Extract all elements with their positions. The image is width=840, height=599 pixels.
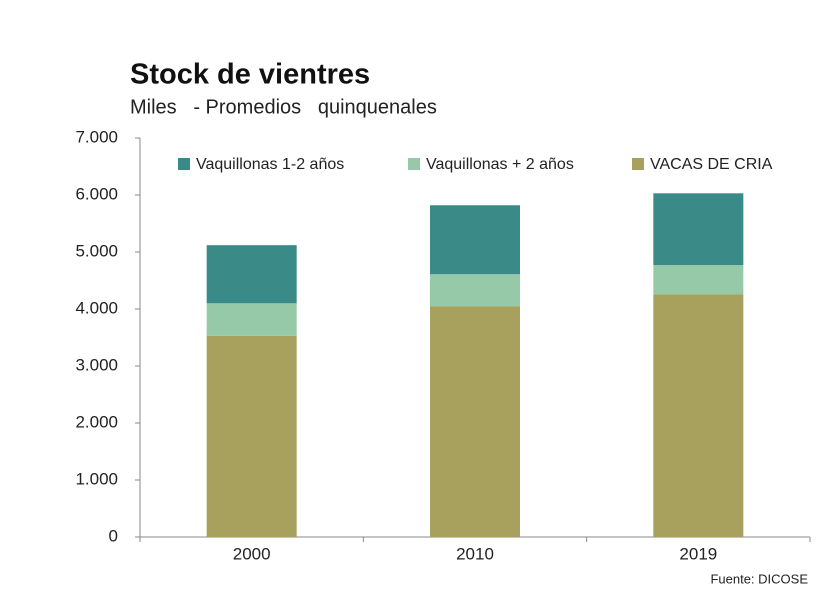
y-tick-label: 4.000: [75, 298, 118, 317]
y-tick-label: 2.000: [75, 412, 118, 431]
bar-segment: [430, 306, 520, 537]
legend-swatch: [408, 158, 420, 170]
y-tick-label: 3.000: [75, 355, 118, 374]
y-tick-label: 6.000: [75, 184, 118, 203]
y-tick-label: 5.000: [75, 241, 118, 260]
bar-segment: [653, 193, 744, 266]
bar-segment: [206, 245, 297, 304]
x-tick-label: 2010: [456, 544, 494, 563]
bar-segment: [653, 294, 744, 537]
bar-segment: [430, 205, 520, 275]
x-tick-label: 2019: [679, 544, 717, 563]
legend-label: Vaquillonas + 2 años: [426, 156, 574, 173]
legend-swatch: [178, 158, 190, 170]
x-tick-label: 2000: [233, 544, 271, 563]
chart-subtitle: Miles - Promedios quinquenales: [130, 96, 437, 118]
y-tick-label: 1.000: [75, 469, 118, 488]
chart-title: Stock de vientres: [130, 59, 370, 91]
legend-label: Vaquillonas 1-2 años: [196, 156, 344, 173]
y-tick-label: 0: [109, 526, 118, 545]
bar-segment: [430, 274, 520, 307]
legend-swatch: [632, 158, 644, 170]
y-tick-label: 7.000: [75, 127, 118, 146]
bar-segment: [653, 265, 744, 295]
legend-label: VACAS DE CRIA: [650, 156, 773, 173]
bar-segment: [206, 335, 297, 537]
source-note: Fuente: DICOSE: [710, 571, 808, 586]
bar-segment: [206, 303, 297, 336]
